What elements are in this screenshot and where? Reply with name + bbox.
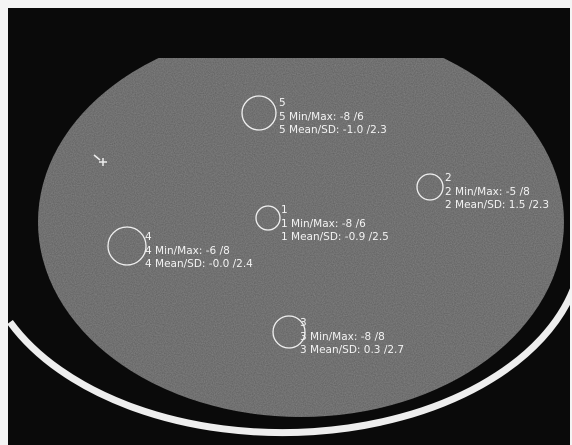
roi-meansd: 2 Mean/SD: 1.5 /2.3 — [445, 199, 549, 211]
roi-circle — [255, 205, 281, 231]
roi-layer: 5 5 Min/Max: -8 /65 Mean/SD: -1.0 /2.3 2 2 … — [107, 95, 549, 356]
gantry-ring — [8, 288, 570, 437]
cursor — [93, 154, 107, 166]
roi-circle — [241, 95, 277, 131]
roi-circle — [416, 173, 444, 201]
roi-meansd: 3 Mean/SD: 0.3 /2.7 — [300, 344, 404, 356]
phantom-noise — [38, 58, 564, 417]
roi-label: 5 — [279, 97, 286, 109]
roi-minmax: 1 Min/Max: -8 /6 — [281, 218, 366, 230]
roi-meansd: 4 Mean/SD: -0.0 /2.4 — [145, 258, 253, 270]
roi-circle — [272, 315, 306, 349]
roi-meansd: 1 Mean/SD: -0.9 /2.5 — [281, 231, 389, 243]
roi-circle — [107, 226, 147, 266]
monitor — [8, 8, 570, 445]
roi-meansd: 5 Mean/SD: -1.0 /2.3 — [279, 124, 387, 136]
roi-label: 4 — [145, 231, 152, 243]
phantom — [38, 58, 564, 417]
roi-label: 3 — [300, 317, 307, 329]
roi-label: 1 — [281, 204, 288, 216]
roi-minmax: 2 Min/Max: -5 /8 — [445, 186, 530, 198]
roi-minmax: 5 Min/Max: -8 /6 — [279, 111, 364, 123]
roi-minmax: 4 Min/Max: -6 /8 — [145, 245, 230, 257]
roi-minmax: 3 Min/Max: -8 /8 — [300, 331, 385, 343]
roi-label: 2 — [445, 172, 452, 184]
